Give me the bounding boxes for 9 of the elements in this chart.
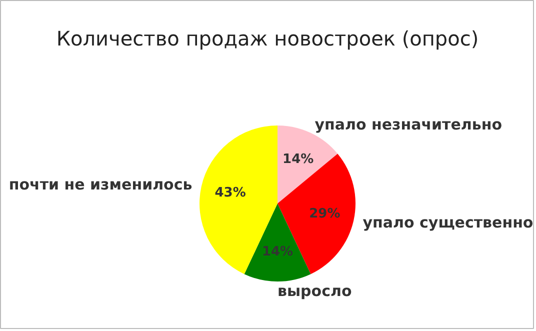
slice-label: упало незначительно [314, 115, 502, 134]
data-label: 29% [309, 206, 340, 222]
data-label: 43% [214, 185, 246, 200]
data-label: 14% [262, 244, 294, 260]
data-label: 14% [282, 152, 314, 168]
slice-label: выросло [278, 282, 352, 300]
slice-label: почти не изменилось [8, 175, 192, 194]
slice-label: упало существенно [362, 214, 534, 232]
chart-title: Количество продаж новостроек (опрос) [56, 26, 479, 50]
